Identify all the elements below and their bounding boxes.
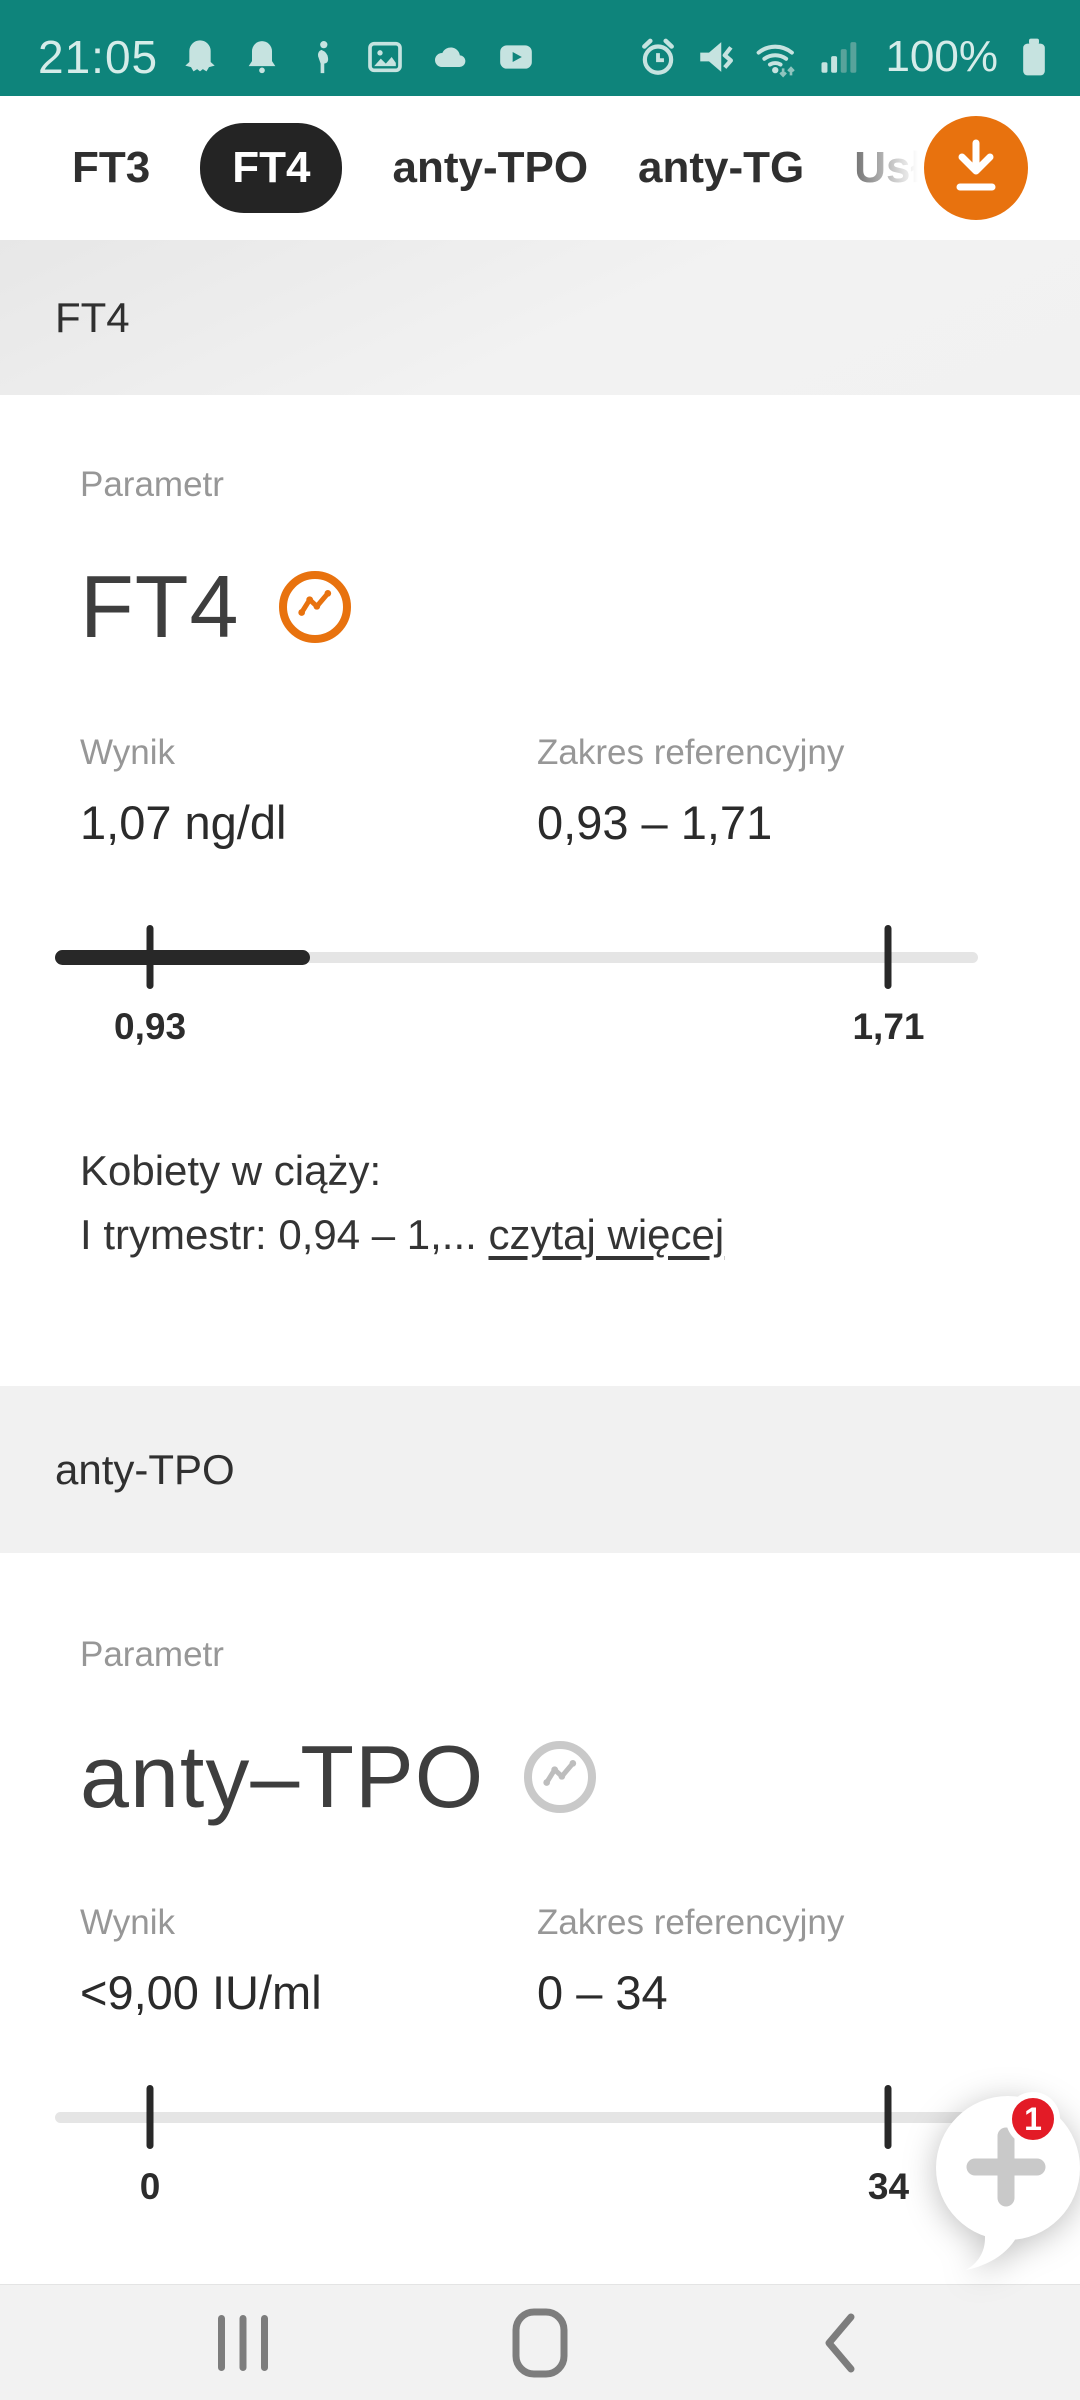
youtube-icon (494, 37, 538, 77)
status-left: 21:05 (38, 30, 538, 84)
result-value: 1,07 ng/dl (80, 796, 287, 849)
battery-icon (1014, 34, 1054, 80)
slider-max-label: 1,71 (852, 1006, 925, 1047)
chat-fab[interactable]: 1 (926, 2086, 1080, 2272)
result-label: Wynik (80, 733, 175, 772)
recents-icon[interactable] (215, 2313, 271, 2373)
slider-track (55, 952, 978, 963)
result-value: <9,00 IU/ml (80, 1966, 322, 2019)
range-label: Zakres referencyjny (537, 1903, 845, 1942)
status-right: 100% (637, 32, 1054, 82)
note-line2: I trymestr: 0,94 – 1,... (80, 1211, 477, 1258)
tab-anty-tg[interactable]: anty-TG (638, 143, 805, 192)
section-title: FT4 (55, 293, 130, 341)
reference-note: Kobiety w ciąży: I trymestr: 0,94 – 1,..… (80, 1139, 1080, 1267)
person-icon (304, 37, 342, 77)
range-value: 0 – 34 (537, 1966, 668, 2019)
status-bar: 21:05 100% (0, 0, 1080, 96)
bell-icon (242, 37, 282, 77)
mute-icon (695, 36, 737, 78)
range-slider-ft4: 0,93 1,71 (55, 924, 978, 1049)
download-button[interactable] (924, 116, 1028, 220)
battery-percent: 100% (885, 32, 998, 81)
trend-chart-button[interactable] (524, 1741, 597, 1813)
tab-ft3[interactable]: FT3 (72, 143, 151, 192)
cloud-icon (428, 37, 472, 77)
tab-ft4[interactable]: FT4 (200, 123, 343, 213)
section-header-ft4: FT4 (0, 240, 1080, 395)
slider-tick-max (884, 925, 892, 989)
tab-anty-tpo[interactable]: anty-TPO (392, 143, 589, 192)
slider-tick-max (884, 2085, 892, 2149)
section-header-anty-tpo: anty-TPO (0, 1386, 1080, 1553)
param-label: Parametr (80, 465, 224, 504)
back-icon[interactable] (820, 2308, 858, 2378)
result-card-ft4: Parametr FT4 Wynik 1,07 ng/dl Zakres ref… (0, 395, 1080, 1386)
snapchat-icon (180, 37, 220, 77)
slider-min-label: 0 (139, 2166, 161, 2207)
result-label: Wynik (80, 1903, 175, 1942)
slider-tick-min (146, 2085, 154, 2149)
slider-min-label: 0,93 (114, 1006, 187, 1047)
slider-tick-min (146, 925, 154, 989)
download-icon (924, 115, 1028, 222)
slider-track (55, 2112, 978, 2123)
trend-icon (540, 1755, 580, 1800)
trend-icon (295, 585, 335, 630)
alarm-icon (637, 36, 679, 78)
clock: 21:05 (38, 31, 159, 83)
param-title: anty–TPO (80, 1727, 485, 1826)
range-value: 0,93 – 1,71 (537, 796, 773, 849)
tab-bar: FT3 FT4 anty-TPO anty-TG Usług (0, 96, 1080, 240)
read-more-link[interactable]: czytaj więcej (488, 1211, 725, 1258)
gallery-icon (364, 37, 406, 77)
plus-icon (966, 2127, 1046, 2207)
android-nav-bar (0, 2284, 1080, 2400)
param-title: FT4 (80, 557, 240, 656)
param-label: Parametr (80, 1635, 224, 1674)
wifi-icon (753, 36, 801, 78)
signal-icon (817, 36, 861, 78)
notification-badge: 1 (1006, 2092, 1060, 2146)
result-card-anty-tpo: Parametr anty–TPO Wynik <9,00 IU/ml Zakr… (0, 1553, 1080, 2284)
slider-max-label: 34 (867, 2166, 910, 2207)
slider-progress (55, 950, 310, 965)
home-icon[interactable] (511, 2308, 569, 2378)
section-title: anty-TPO (55, 1445, 235, 1493)
range-label: Zakres referencyjny (537, 733, 845, 772)
trend-chart-button[interactable] (279, 571, 352, 643)
range-slider-anty-tpo: 0 34 (55, 2084, 978, 2209)
note-line1: Kobiety w ciąży: (80, 1147, 382, 1194)
